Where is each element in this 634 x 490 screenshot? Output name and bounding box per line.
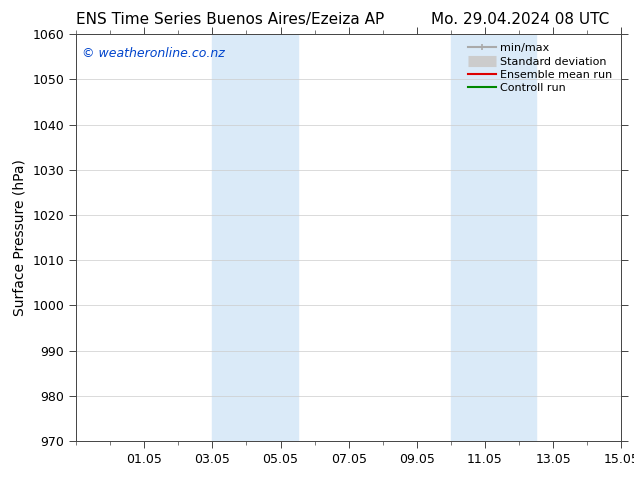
Text: © weatheronline.co.nz: © weatheronline.co.nz: [82, 47, 224, 59]
Bar: [212, 34, 297, 441]
Legend: min/max, Standard deviation, Ensemble mean run, Controll run: min/max, Standard deviation, Ensemble me…: [465, 40, 616, 97]
Y-axis label: Surface Pressure (hPa): Surface Pressure (hPa): [13, 159, 27, 316]
Text: Mo. 29.04.2024 08 UTC: Mo. 29.04.2024 08 UTC: [431, 12, 609, 27]
Text: ENS Time Series Buenos Aires/Ezeiza AP: ENS Time Series Buenos Aires/Ezeiza AP: [76, 12, 384, 27]
Bar: [451, 34, 536, 441]
